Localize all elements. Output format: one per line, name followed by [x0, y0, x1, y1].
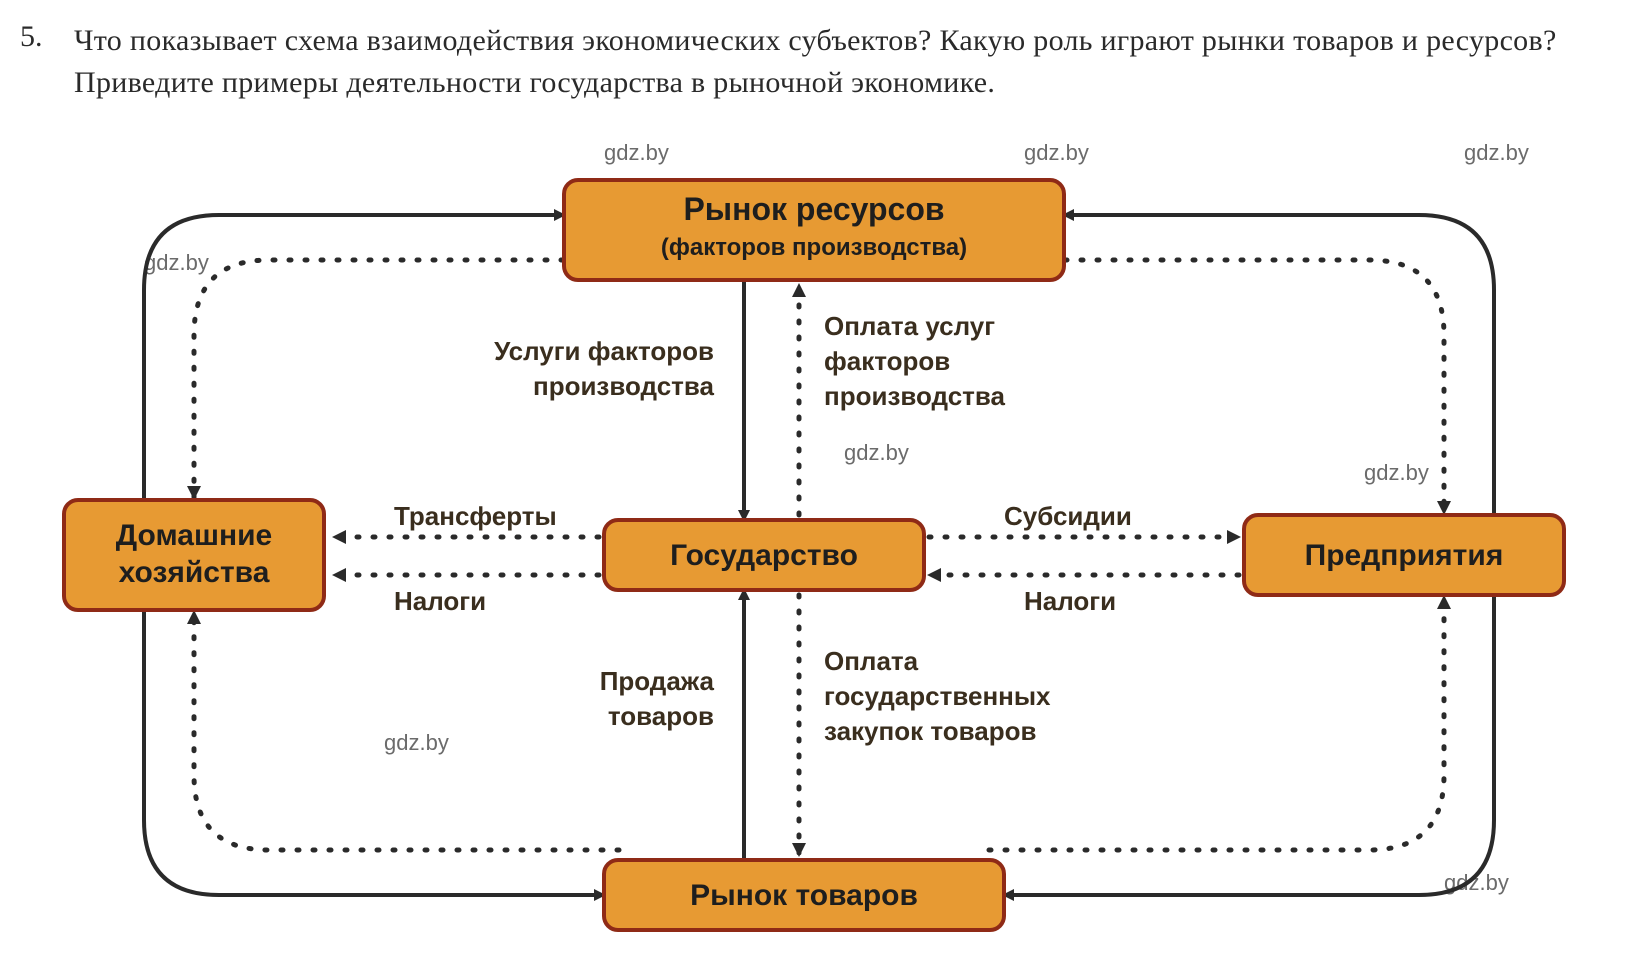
diagram-container: gdz.by gdz.by gdz.by gdz.by gdz.by gdz.b…	[20, 120, 1608, 960]
svg-text:(факторов производства): (факторов производства)	[661, 234, 967, 261]
label-pay-services: Оплата услуг	[824, 311, 995, 341]
svg-text:Государство: Государство	[670, 539, 858, 572]
watermark: gdz.by	[1024, 140, 1089, 165]
label-taxes-right: Налоги	[1024, 586, 1116, 616]
watermark: gdz.by	[1464, 140, 1529, 165]
question-number: 5.	[20, 20, 50, 54]
watermark: gdz.by	[844, 440, 909, 465]
node-state: Государство	[604, 520, 924, 590]
edge-money-goods-to-firms	[989, 597, 1444, 850]
question-row: 5. Что показывает схема взаимодействия э…	[20, 20, 1608, 104]
label-pay-goods: государственных	[824, 681, 1051, 711]
svg-text:Предприятия: Предприятия	[1305, 539, 1504, 572]
svg-text:Рынок ресурсов: Рынок ресурсов	[683, 191, 944, 227]
node-goods-market: Рынок товаров	[604, 860, 1004, 930]
watermark: gdz.by	[1364, 460, 1429, 485]
label-services-factors: Услуги факторов	[494, 336, 714, 366]
watermark: gdz.by	[604, 140, 669, 165]
label-services-factors: производства	[533, 371, 715, 401]
node-resource-market: Рынок ресурсов (факторов производства)	[564, 180, 1064, 280]
label-sale-goods: Продажа	[600, 666, 715, 696]
question-text: Что показывает схема взаимодействия экон…	[74, 20, 1608, 104]
label-taxes-left: Налоги	[394, 586, 486, 616]
economic-flow-diagram: gdz.by gdz.by gdz.by gdz.by gdz.by gdz.b…	[44, 120, 1584, 960]
edge-households-to-goods	[144, 610, 604, 895]
node-firms: Предприятия	[1244, 515, 1564, 595]
svg-text:Рынок товаров: Рынок товаров	[690, 879, 918, 912]
svg-text:хозяйства: хозяйства	[119, 556, 270, 589]
edge-money-resources-to-households	[194, 260, 579, 498]
label-transfers: Трансферты	[394, 501, 557, 531]
label-pay-goods: Оплата	[824, 646, 919, 676]
label-pay-goods: закупок товаров	[824, 716, 1036, 746]
svg-text:Домашние: Домашние	[116, 519, 272, 552]
label-subsidies: Субсидии	[1004, 501, 1132, 531]
node-households: Домашние хозяйства	[64, 500, 324, 610]
watermark: gdz.by	[144, 250, 209, 275]
label-pay-services: факторов	[824, 346, 950, 376]
label-sale-goods: товаров	[608, 701, 714, 731]
label-pay-services: производства	[824, 381, 1006, 411]
watermark: gdz.by	[384, 730, 449, 755]
